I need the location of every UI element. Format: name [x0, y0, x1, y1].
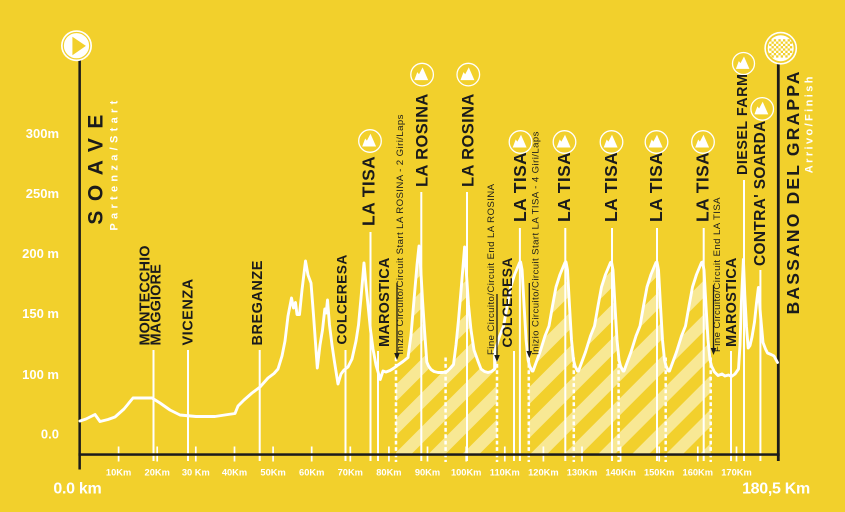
svg-text:Fine Circuito/Circuit End LA T: Fine Circuito/Circuit End LA TISA	[712, 197, 723, 352]
svg-text:160Km: 160Km	[683, 468, 714, 478]
svg-text:COLCERESA: COLCERESA	[335, 254, 350, 344]
svg-text:CONTRA' SOARDA: CONTRA' SOARDA	[752, 120, 769, 266]
svg-text:MAGGIORE: MAGGIORE	[149, 264, 165, 346]
svg-text:SOAVE: SOAVE	[85, 105, 108, 224]
svg-text:150 m: 150 m	[22, 306, 59, 321]
svg-text:LA ROSINA: LA ROSINA	[460, 93, 478, 187]
svg-text:0.0: 0.0	[41, 427, 59, 442]
svg-text:VICENZA: VICENZA	[181, 278, 197, 345]
svg-text:100 m: 100 m	[22, 367, 59, 382]
svg-text:Arrivo/Finish: Arrivo/Finish	[804, 74, 816, 173]
svg-text:MAROSTICA: MAROSTICA	[724, 257, 740, 347]
svg-text:40Km: 40Km	[222, 468, 247, 478]
svg-text:DIESEL FARM: DIESEL FARM	[735, 74, 751, 175]
svg-text:0.0 km: 0.0 km	[53, 481, 101, 498]
svg-text:MAROSTICA: MAROSTICA	[377, 257, 393, 347]
svg-text:BASSANO DEL GRAPPA: BASSANO DEL GRAPPA	[783, 69, 803, 314]
svg-text:LA TISA: LA TISA	[601, 152, 621, 222]
svg-text:80Km: 80Km	[376, 468, 401, 478]
svg-text:300m: 300m	[26, 126, 59, 141]
svg-text:LA ROSINA: LA ROSINA	[413, 93, 431, 187]
svg-text:70Km: 70Km	[338, 468, 363, 478]
svg-text:LA TISA: LA TISA	[358, 156, 378, 226]
svg-text:LA TISA: LA TISA	[646, 152, 666, 222]
svg-text:20Km: 20Km	[145, 468, 170, 478]
svg-text:60Km: 60Km	[299, 468, 324, 478]
svg-text:180,5 Km: 180,5 Km	[742, 481, 810, 498]
svg-text:130Km: 130Km	[567, 468, 598, 478]
svg-text:COLCERESA: COLCERESA	[500, 257, 515, 347]
svg-text:110Km: 110Km	[490, 468, 520, 478]
svg-text:170Km: 170Km	[721, 468, 752, 478]
svg-text:10Km: 10Km	[106, 468, 131, 478]
svg-text:LA TISA: LA TISA	[554, 152, 574, 222]
svg-text:LA TISA: LA TISA	[510, 152, 530, 222]
svg-text:120Km: 120Km	[528, 468, 559, 478]
svg-text:50Km: 50Km	[260, 468, 285, 478]
svg-text:150Km: 150Km	[644, 468, 675, 478]
svg-text:30 Km: 30 Km	[182, 468, 210, 478]
svg-text:90Km: 90Km	[415, 468, 440, 478]
svg-text:100Km: 100Km	[451, 468, 482, 478]
svg-text:250m: 250m	[26, 186, 59, 201]
svg-text:Inizio Circuito/Circuit Start: Inizio Circuito/Circuit Start LA ROSINA …	[395, 114, 406, 354]
svg-text:140Km: 140Km	[605, 468, 636, 478]
svg-text:Partenza/Start: Partenza/Start	[109, 96, 121, 230]
svg-text:BREGANZE: BREGANZE	[250, 260, 266, 345]
svg-text:200 m: 200 m	[22, 246, 59, 261]
svg-text:LA TISA: LA TISA	[692, 152, 712, 222]
svg-text:Fine Circuito/Circuit End LA R: Fine Circuito/Circuit End LA ROSINA	[486, 183, 497, 355]
svg-text:Inizio Circuito/Circuit Start: Inizio Circuito/Circuit Start LA TISA - …	[531, 131, 542, 355]
svg-text:MONTECCHIO: MONTECCHIO	[137, 245, 153, 345]
